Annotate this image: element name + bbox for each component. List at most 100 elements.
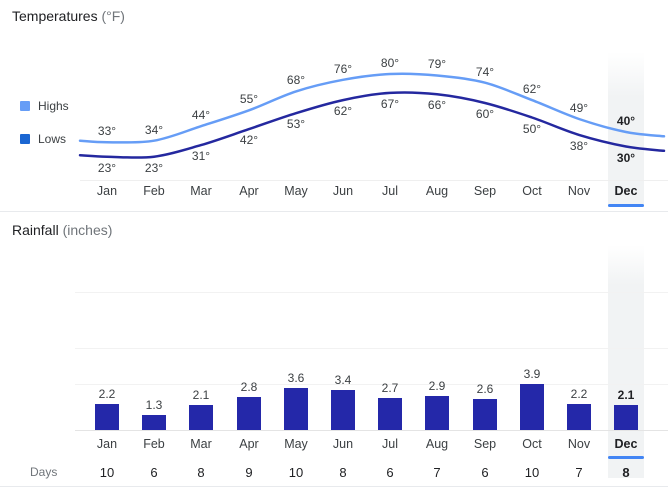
temp-month-apr[interactable]: Apr [239, 184, 259, 198]
bottom-divider [0, 486, 668, 487]
days-value-dec: 8 [622, 465, 630, 480]
temp-selected-underline [608, 204, 644, 207]
section-divider [0, 211, 668, 212]
temperatures-title-text: Temperatures [12, 8, 98, 24]
rain-value-nov: 2.2 [570, 387, 588, 401]
high-value-dec: 40° [616, 114, 636, 128]
temp-month-jan[interactable]: Jan [96, 184, 118, 198]
legend-highs-label: Highs [38, 99, 69, 113]
rain-selected-underline [608, 456, 644, 459]
rain-month-mar[interactable]: Mar [190, 437, 212, 451]
rain-gridline-0 [75, 292, 668, 293]
temp-month-sep[interactable]: Sep [473, 184, 497, 198]
temp-month-jul[interactable]: Jul [382, 184, 398, 198]
days-value-oct: 10 [524, 465, 540, 480]
rainfall-unit: (inches) [62, 222, 113, 238]
low-value-may: 53° [286, 117, 306, 131]
days-value-jul: 6 [386, 465, 394, 480]
rain-bar-may[interactable] [284, 388, 308, 430]
high-value-feb: 34° [144, 123, 164, 137]
rain-bar-oct[interactable] [520, 384, 544, 430]
high-value-jun: 76° [333, 62, 353, 76]
days-value-may: 10 [288, 465, 304, 480]
rain-value-feb: 1.3 [145, 398, 163, 412]
rain-value-oct: 3.9 [523, 367, 541, 381]
rain-value-dec: 2.1 [617, 388, 635, 402]
days-value-sep: 6 [481, 465, 489, 480]
rain-bar-jul[interactable] [378, 398, 402, 430]
legend-highs: Highs [20, 99, 69, 113]
rain-baseline [75, 430, 668, 431]
low-value-nov: 38° [569, 139, 589, 153]
rain-month-jun[interactable]: Jun [332, 437, 354, 451]
rain-bar-feb[interactable] [142, 415, 166, 430]
rain-bar-nov[interactable] [567, 404, 591, 430]
rain-bar-apr[interactable] [237, 397, 261, 430]
rain-value-may: 3.6 [287, 371, 305, 385]
temp-month-dec[interactable]: Dec [614, 184, 638, 198]
low-value-jun: 62° [333, 104, 353, 118]
selected-month-band-rainfall [608, 245, 644, 478]
lows-line [78, 91, 666, 159]
rain-gridline-1 [75, 348, 668, 349]
rain-month-oct[interactable]: Oct [522, 437, 542, 451]
days-value-jun: 8 [339, 465, 347, 480]
low-value-jul: 67° [380, 97, 400, 111]
rain-bar-mar[interactable] [189, 405, 213, 430]
high-value-may: 68° [286, 73, 306, 87]
legend-lows: Lows [20, 132, 66, 146]
temperature-axis-line [80, 180, 668, 181]
temperatures-title: Temperatures (°F) [12, 8, 125, 24]
high-value-aug: 79° [427, 57, 447, 71]
rain-month-may[interactable]: May [284, 437, 308, 451]
temp-month-nov[interactable]: Nov [567, 184, 591, 198]
temp-month-may[interactable]: May [284, 184, 308, 198]
rain-month-jan[interactable]: Jan [96, 437, 118, 451]
rain-month-nov[interactable]: Nov [567, 437, 591, 451]
temp-month-mar[interactable]: Mar [190, 184, 212, 198]
rain-month-aug[interactable]: Aug [425, 437, 449, 451]
high-value-nov: 49° [569, 101, 589, 115]
days-value-jan: 10 [99, 465, 115, 480]
rain-bar-sep[interactable] [473, 399, 497, 430]
highs-line [78, 72, 666, 144]
temp-month-oct[interactable]: Oct [522, 184, 542, 198]
rain-month-feb[interactable]: Feb [143, 437, 165, 451]
temp-month-aug[interactable]: Aug [425, 184, 449, 198]
rain-month-apr[interactable]: Apr [239, 437, 259, 451]
rain-value-sep: 2.6 [476, 382, 494, 396]
rain-bar-jun[interactable] [331, 390, 355, 430]
low-value-feb: 23° [144, 161, 164, 175]
days-label: Days [30, 465, 58, 479]
rain-value-apr: 2.8 [240, 380, 258, 394]
low-value-mar: 31° [191, 149, 211, 163]
days-value-nov: 7 [575, 465, 583, 480]
high-value-apr: 55° [239, 92, 259, 106]
days-value-apr: 9 [245, 465, 253, 480]
rain-month-sep[interactable]: Sep [473, 437, 497, 451]
rain-value-mar: 2.1 [192, 388, 210, 402]
rain-bar-aug[interactable] [425, 396, 449, 430]
rain-value-aug: 2.9 [428, 379, 446, 393]
highs-swatch-icon [20, 101, 30, 111]
rain-bar-dec[interactable] [614, 405, 638, 430]
low-value-dec: 30° [616, 151, 636, 165]
lows-swatch-icon [20, 134, 30, 144]
temperatures-unit: (°F) [101, 8, 125, 24]
high-value-jan: 33° [97, 124, 117, 138]
rain-bar-jan[interactable] [95, 404, 119, 430]
rain-month-jul[interactable]: Jul [382, 437, 398, 451]
rain-month-dec[interactable]: Dec [614, 437, 638, 451]
low-value-oct: 50° [522, 122, 542, 136]
low-value-aug: 66° [427, 98, 447, 112]
rain-value-jan: 2.2 [98, 387, 116, 401]
days-value-aug: 7 [433, 465, 441, 480]
high-value-sep: 74° [475, 65, 495, 79]
rainfall-title-text: Rainfall [12, 222, 59, 238]
temp-month-jun[interactable]: Jun [332, 184, 354, 198]
legend-lows-label: Lows [38, 132, 67, 146]
temp-month-feb[interactable]: Feb [143, 184, 165, 198]
high-value-jul: 80° [380, 56, 400, 70]
high-value-oct: 62° [522, 82, 542, 96]
